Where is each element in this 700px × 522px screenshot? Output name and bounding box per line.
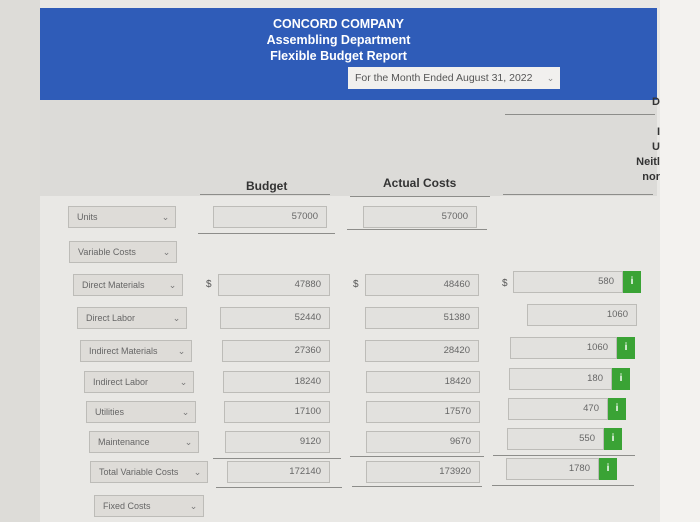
currency-symbol: $ — [353, 279, 359, 290]
divider — [505, 114, 655, 115]
chevron-down-icon: ⌄ — [546, 73, 555, 83]
report-title: Flexible Budget Report — [270, 49, 407, 63]
info-icon[interactable]: i — [617, 337, 635, 359]
chevron-down-icon: ⌄ — [172, 313, 181, 323]
actual-input[interactable]: 48460 — [365, 274, 479, 296]
info-icon[interactable]: i — [612, 368, 630, 390]
budget-input[interactable]: 47880 — [218, 274, 330, 296]
difference-input[interactable]: 1780 — [506, 458, 599, 480]
chevron-down-icon: ⌄ — [161, 212, 170, 222]
row-label-select[interactable]: Maintenance ⌄ — [89, 431, 199, 453]
chevron-down-icon: ⌄ — [184, 437, 193, 447]
difference-input[interactable]: 470 — [508, 398, 608, 420]
row-label: Indirect Materials — [89, 346, 158, 356]
row-label-select[interactable]: Indirect Materials ⌄ — [80, 340, 192, 362]
divider — [492, 485, 634, 486]
divider — [347, 229, 487, 230]
company-name: CONCORD COMPANY — [272, 17, 405, 31]
chevron-down-icon: ⌄ — [168, 280, 177, 290]
difference-input[interactable]: 1060 — [527, 304, 637, 326]
divider — [352, 486, 482, 487]
difference-header-fragment: I — [656, 126, 660, 138]
report-header-banner: CONCORD COMPANY Assembling Department Fl… — [40, 8, 657, 100]
row-label: Indirect Labor — [93, 377, 149, 387]
row-label-select[interactable]: Utilities ⌄ — [86, 401, 196, 423]
background-edge — [0, 0, 40, 522]
column-header-band — [40, 100, 657, 196]
actual-column-header: Actual Costs — [383, 176, 457, 190]
difference-input[interactable]: 1060 — [510, 337, 617, 359]
actual-input[interactable]: 18420 — [366, 371, 480, 393]
currency-symbol: $ — [206, 279, 212, 290]
row-label-select[interactable]: Fixed Costs ⌄ — [94, 495, 204, 517]
row-label: Utilities — [95, 407, 125, 417]
budget-input[interactable]: 18240 — [223, 371, 330, 393]
divider — [198, 233, 335, 234]
actual-input[interactable]: 57000 — [363, 206, 477, 228]
chevron-down-icon: ⌄ — [193, 467, 202, 477]
chevron-down-icon: ⌄ — [162, 247, 171, 257]
difference-input[interactable]: 580 — [513, 271, 623, 293]
difference-input[interactable]: 180 — [509, 368, 612, 390]
divider — [350, 456, 484, 457]
divider — [493, 455, 635, 456]
actual-input[interactable]: 28420 — [365, 340, 479, 362]
difference-header-fragment: U — [652, 141, 660, 153]
info-icon[interactable]: i — [608, 398, 626, 420]
budget-input[interactable]: 52440 — [220, 307, 330, 329]
currency-symbol: $ — [502, 278, 508, 289]
budget-input[interactable]: 172140 — [227, 461, 330, 483]
divider — [350, 196, 490, 197]
period-value: For the Month Ended August 31, 2022 — [355, 72, 533, 84]
row-label-select[interactable]: Variable Costs ⌄ — [69, 241, 177, 263]
row-label-select[interactable]: Units ⌄ — [68, 206, 176, 228]
difference-header-fragment: nor — [642, 171, 660, 183]
background-edge — [660, 0, 700, 522]
divider — [503, 194, 653, 195]
info-icon[interactable]: i — [599, 458, 617, 480]
budget-input[interactable]: 9120 — [225, 431, 330, 453]
divider — [200, 194, 330, 195]
chevron-down-icon: ⌄ — [179, 377, 188, 387]
row-label: Direct Labor — [86, 313, 136, 323]
difference-header-fragment: D — [652, 96, 660, 108]
row-label: Total Variable Costs — [99, 467, 179, 477]
info-icon[interactable]: i — [623, 271, 641, 293]
budget-input[interactable]: 57000 — [213, 206, 327, 228]
row-label-select[interactable]: Direct Materials ⌄ — [73, 274, 183, 296]
row-label-select[interactable]: Total Variable Costs ⌄ — [90, 461, 208, 483]
chevron-down-icon: ⌄ — [189, 501, 198, 511]
row-label-select[interactable]: Indirect Labor ⌄ — [84, 371, 194, 393]
actual-input[interactable]: 17570 — [366, 401, 480, 423]
row-label-select[interactable]: Direct Labor ⌄ — [77, 307, 187, 329]
divider — [216, 487, 342, 488]
chevron-down-icon: ⌄ — [177, 346, 186, 356]
budget-input[interactable]: 27360 — [222, 340, 330, 362]
actual-input[interactable]: 9670 — [366, 431, 480, 453]
department-name: Assembling Department — [266, 33, 411, 47]
row-label: Variable Costs — [78, 247, 136, 257]
actual-input[interactable]: 51380 — [365, 307, 479, 329]
difference-input[interactable]: 550 — [507, 428, 604, 450]
row-label: Units — [77, 212, 98, 222]
budget-column-header: Budget — [246, 179, 288, 193]
divider — [213, 458, 341, 459]
row-label: Maintenance — [98, 437, 150, 447]
info-icon[interactable]: i — [604, 428, 622, 450]
actual-input[interactable]: 173920 — [366, 461, 480, 483]
budget-input[interactable]: 17100 — [224, 401, 330, 423]
row-label: Fixed Costs — [103, 501, 151, 511]
period-dropdown[interactable]: For the Month Ended August 31, 2022 ⌄ — [348, 67, 560, 89]
chevron-down-icon: ⌄ — [181, 407, 190, 417]
row-label: Direct Materials — [82, 280, 145, 290]
difference-header-fragment: Neitl — [636, 156, 660, 168]
